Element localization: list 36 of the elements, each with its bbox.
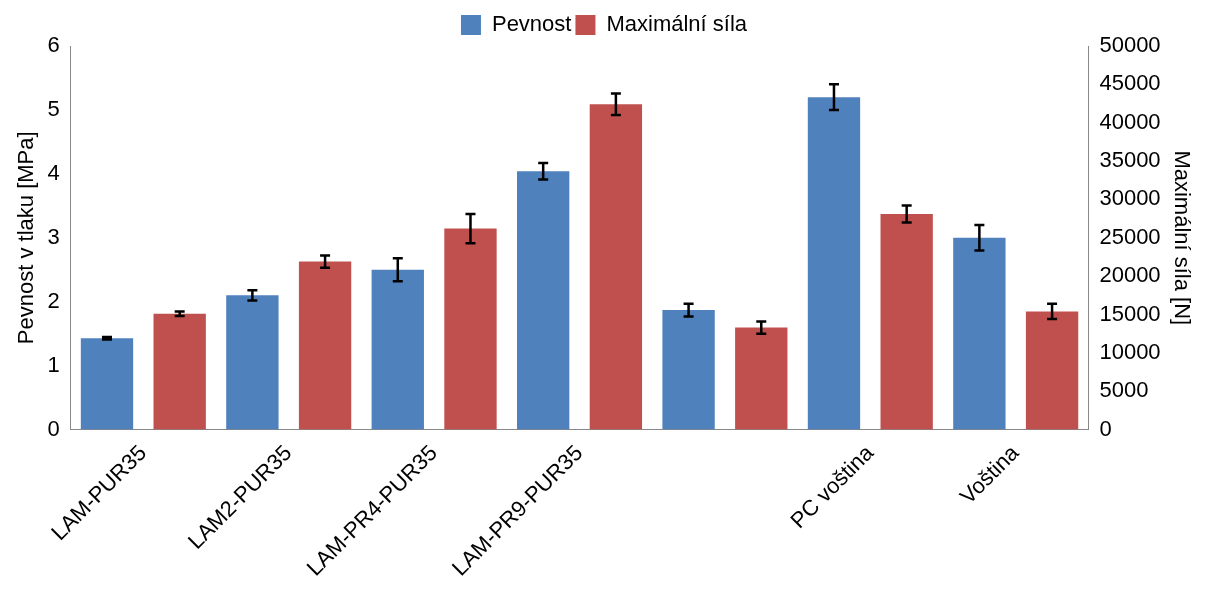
y-tick-label: 4 xyxy=(47,159,60,185)
y-tick-label: 6 xyxy=(47,32,60,58)
y-tick-label: 0 xyxy=(47,415,60,441)
bar xyxy=(371,269,424,430)
y-tick-label: 5 xyxy=(47,95,60,121)
bar xyxy=(298,261,352,430)
y2-tick-label: 15000 xyxy=(1099,300,1161,326)
y2-tick-label: 10000 xyxy=(1099,338,1161,364)
bar xyxy=(80,338,134,430)
bar xyxy=(953,237,1006,430)
y-axis-title: Pevnost v tlaku [MPa] xyxy=(13,131,39,345)
bar xyxy=(1025,311,1079,430)
y2-tick-label: 45000 xyxy=(1099,70,1161,96)
bar xyxy=(662,310,715,430)
y2-tick-label: 30000 xyxy=(1099,185,1161,211)
bar xyxy=(226,295,279,430)
y-tick-label: 3 xyxy=(47,223,60,249)
bar xyxy=(735,327,788,430)
y-tick-label: 1 xyxy=(47,351,60,377)
y-tick-label: 2 xyxy=(47,287,60,313)
y2-tick-label: 0 xyxy=(1099,415,1112,441)
bar xyxy=(589,104,643,430)
y2-tick-label: 5000 xyxy=(1099,377,1149,403)
legend-label: Maximální síla xyxy=(606,11,748,37)
bar xyxy=(807,97,861,430)
bar xyxy=(517,171,570,430)
y2-tick-label: 35000 xyxy=(1099,147,1161,173)
bar xyxy=(153,313,206,430)
y2-tick-label: 25000 xyxy=(1099,223,1161,249)
y2-axis-title: Maximální síla [N] xyxy=(1169,150,1195,326)
y2-tick-label: 20000 xyxy=(1099,262,1161,288)
y2-tick-label: 40000 xyxy=(1099,108,1161,134)
bar xyxy=(880,214,933,430)
y2-tick-label: 50000 xyxy=(1099,32,1161,58)
bar xyxy=(444,228,497,430)
legend-label: Pevnost xyxy=(491,11,572,37)
